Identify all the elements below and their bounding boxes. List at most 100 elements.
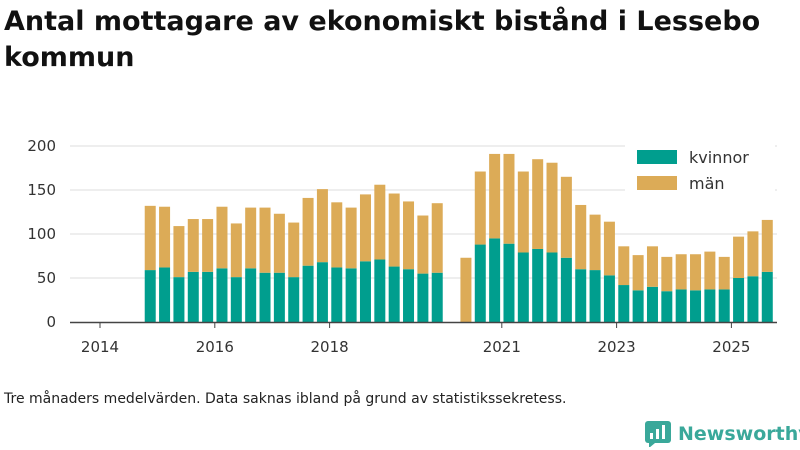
x-tick-label: 2016: [196, 338, 234, 356]
bar-kvinnor: [159, 267, 171, 322]
bar-kvinnor: [273, 272, 285, 322]
x-tick-label: 2021: [483, 338, 521, 356]
x-tick-label: 2014: [81, 338, 119, 356]
bar-kvinnor: [288, 277, 300, 322]
bar-kvinnor: [503, 243, 515, 322]
bar-man: [216, 206, 228, 269]
bar-man: [560, 176, 572, 258]
bar-man: [589, 214, 601, 271]
footnote: Tre månaders medelvärden. Data saknas ib…: [4, 391, 567, 407]
bar-man: [503, 153, 515, 244]
bar-kvinnor: [187, 271, 199, 322]
y-tick-label: 150: [27, 181, 56, 199]
bar-kvinnor: [245, 268, 257, 322]
x-axis-ticks: 2014 2016 2018 2021 2023 2025: [81, 322, 750, 356]
stacked-bar-chart: 0 50 100 150 200 2014 2016 2018 2021 2023 2025 kv…: [27, 135, 777, 356]
bar-kvinnor: [517, 252, 529, 322]
bar-kvinnor: [202, 271, 214, 322]
legend: kvinnor män: [625, 135, 775, 197]
bar-kvinnor: [761, 271, 773, 322]
bar-kvinnor: [747, 276, 759, 322]
bar-man: [245, 207, 257, 269]
bar-man: [517, 171, 529, 253]
y-tick-label: 0: [46, 313, 56, 331]
bar-kvinnor: [632, 290, 644, 322]
bar-man: [273, 213, 285, 273]
bar-kvinnor: [374, 259, 386, 322]
bar-kvinnor: [230, 277, 242, 322]
bar-kvinnor: [216, 268, 228, 322]
bar-kvinnor: [259, 272, 271, 322]
bar-kvinnor: [431, 272, 443, 322]
bar-kvinnor: [718, 289, 730, 322]
bar-man: [187, 219, 199, 272]
bar-man: [288, 222, 300, 278]
bar-man: [345, 207, 357, 269]
bar-man: [690, 254, 702, 291]
bar-kvinnor: [546, 252, 558, 322]
bar-man: [761, 219, 773, 272]
bar-man: [718, 256, 730, 290]
bar-kvinnor: [675, 289, 687, 322]
bar-man: [460, 257, 472, 322]
bar-kvinnor: [532, 248, 544, 322]
legend-swatch-kvinnor: [637, 150, 677, 164]
bar-kvinnor: [603, 275, 615, 322]
bar-kvinnor: [417, 273, 429, 322]
bar-kvinnor: [302, 265, 314, 322]
brand-name: Newsworthy: [678, 423, 800, 445]
bar-man: [144, 205, 156, 271]
bar-man: [359, 194, 371, 262]
bar-man: [259, 207, 271, 273]
bar-man: [603, 221, 615, 276]
y-tick-label: 50: [37, 269, 56, 287]
bar-man: [675, 254, 687, 290]
bar-kvinnor: [331, 267, 343, 322]
bar-man: [159, 206, 171, 268]
bar-man: [316, 189, 328, 263]
bar-kvinnor: [403, 269, 415, 322]
x-tick-label: 2025: [712, 338, 750, 356]
bar-man: [331, 202, 343, 268]
newsworthy-logo-icon: [645, 421, 671, 447]
bar-kvinnor: [618, 285, 630, 322]
bar-kvinnor: [575, 269, 587, 322]
bar-kvinnor: [646, 286, 658, 322]
bar-man: [733, 236, 745, 278]
bar-kvinnor: [589, 270, 601, 322]
chart-title: Antal mottagare av ekonomiskt bistånd i …: [4, 6, 761, 73]
y-tick-label: 100: [27, 225, 56, 243]
legend-label-kvinnor: kvinnor: [689, 148, 749, 167]
legend-label-man: män: [689, 174, 725, 193]
bar-man: [202, 219, 214, 272]
bar-man: [173, 226, 185, 278]
bar-man: [747, 231, 759, 277]
brand-logo: Newsworthy: [645, 419, 800, 449]
x-tick-label: 2023: [598, 338, 636, 356]
y-axis-ticks: 0 50 100 150 200: [27, 137, 56, 331]
bars: [144, 153, 773, 322]
legend-swatch-man: [637, 176, 677, 190]
bar-kvinnor: [474, 244, 486, 322]
bar-kvinnor: [144, 270, 156, 322]
x-tick-label: 2018: [311, 338, 349, 356]
y-tick-label: 200: [27, 137, 56, 155]
bar-kvinnor: [345, 268, 357, 322]
bar-man: [374, 184, 386, 260]
bar-man: [302, 197, 314, 266]
bar-kvinnor: [690, 290, 702, 322]
bar-man: [618, 246, 630, 286]
bar-man: [474, 171, 486, 245]
bar-kvinnor: [489, 238, 501, 322]
bar-man: [388, 193, 400, 267]
bar-man: [489, 153, 501, 239]
bar-man: [575, 204, 587, 270]
bar-kvinnor: [661, 291, 673, 322]
bar-man: [632, 255, 644, 291]
bar-man: [431, 203, 443, 273]
bar-kvinnor: [704, 289, 716, 322]
bar-man: [704, 251, 716, 290]
bar-kvinnor: [388, 266, 400, 322]
bar-kvinnor: [733, 278, 745, 322]
bar-man: [230, 223, 242, 278]
